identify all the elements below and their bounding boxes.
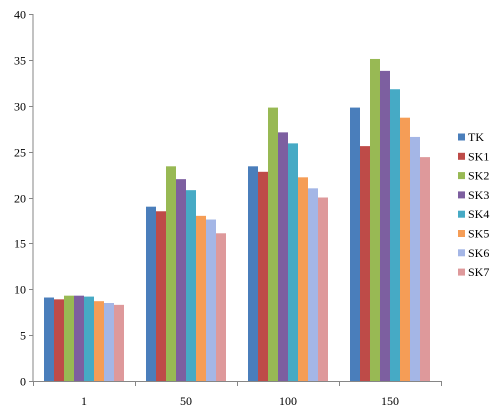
legend-label-sk2: SK2 bbox=[468, 169, 489, 183]
bar-tk-50 bbox=[146, 206, 156, 381]
bar-sk1-100 bbox=[258, 171, 268, 381]
bar-sk2-150 bbox=[370, 58, 380, 382]
legend: TK SK1 SK2 SK3 SK4 SK5 SK6 SK7 bbox=[458, 130, 489, 279]
bar-sk4-150 bbox=[390, 89, 400, 382]
bar-sk3-1 bbox=[74, 295, 84, 381]
x-tick-label: 100 bbox=[279, 394, 297, 408]
bar-sk6-50 bbox=[206, 219, 216, 381]
bar-sk5-50 bbox=[196, 215, 206, 381]
bar-sk7-150 bbox=[420, 157, 430, 381]
bars bbox=[44, 58, 430, 382]
bar-sk6-150 bbox=[410, 136, 420, 381]
legend-label-sk1: SK1 bbox=[468, 149, 489, 163]
legend-swatch-tk bbox=[458, 133, 465, 141]
x-tick-label: 1 bbox=[81, 394, 87, 408]
legend-swatch-sk2 bbox=[458, 172, 465, 180]
legend-label-sk5: SK5 bbox=[468, 227, 489, 241]
bar-sk2-1 bbox=[64, 295, 74, 381]
bar-sk1-50 bbox=[156, 211, 166, 381]
x-axis: 1 50 100 150 bbox=[33, 381, 442, 408]
legend-swatch-sk5 bbox=[458, 230, 465, 237]
bar-sk6-100 bbox=[308, 188, 318, 381]
legend-label-sk3: SK3 bbox=[468, 188, 489, 202]
legend-label-tk: TK bbox=[468, 130, 484, 144]
bar-sk2-50 bbox=[166, 166, 176, 381]
y-tick-label: 20 bbox=[14, 192, 26, 206]
bar-sk5-100 bbox=[298, 177, 308, 381]
bar-sk4-1 bbox=[84, 296, 94, 381]
y-tick-label: 25 bbox=[14, 146, 26, 160]
y-tick-label: 35 bbox=[14, 54, 26, 68]
bar-sk2-100 bbox=[268, 107, 278, 381]
bar-sk3-150 bbox=[380, 70, 390, 381]
legend-swatch-sk6 bbox=[458, 249, 465, 257]
bar-tk-150 bbox=[350, 107, 360, 381]
legend-swatch-sk4 bbox=[458, 210, 465, 218]
y-tick-label: 5 bbox=[20, 329, 26, 343]
bar-sk7-100 bbox=[318, 197, 328, 381]
legend-swatch-sk3 bbox=[458, 191, 465, 199]
bar-sk3-100 bbox=[278, 132, 288, 381]
bar-sk5-1 bbox=[94, 301, 104, 381]
legend-swatch-sk1 bbox=[458, 152, 465, 160]
y-tick-label: 40 bbox=[14, 8, 26, 22]
bar-sk4-100 bbox=[288, 143, 298, 381]
bar-sk1-1 bbox=[54, 299, 64, 381]
x-tick-label: 150 bbox=[381, 394, 399, 408]
legend-swatch-sk7 bbox=[458, 268, 465, 276]
y-tick-label: 15 bbox=[14, 237, 26, 251]
bar-sk1-150 bbox=[360, 146, 370, 381]
bar-sk5-150 bbox=[400, 117, 410, 382]
y-tick-label: 10 bbox=[14, 283, 26, 297]
y-tick-label: 0 bbox=[20, 375, 26, 389]
x-tick-label: 50 bbox=[180, 394, 192, 408]
legend-label-sk4: SK4 bbox=[468, 207, 489, 221]
bar-tk-1 bbox=[44, 297, 54, 381]
bar-sk7-1 bbox=[114, 304, 124, 381]
y-axis: 0 5 10 15 20 25 30 35 40 bbox=[14, 8, 34, 389]
legend-label-sk7: SK7 bbox=[468, 265, 489, 279]
bar-sk4-50 bbox=[186, 190, 196, 381]
bar-tk-100 bbox=[248, 166, 258, 381]
bar-sk3-50 bbox=[176, 179, 186, 381]
bar-sk7-50 bbox=[216, 233, 226, 381]
y-tick-label: 30 bbox=[14, 100, 26, 114]
bar-sk6-1 bbox=[104, 303, 114, 381]
legend-label-sk6: SK6 bbox=[468, 246, 489, 260]
